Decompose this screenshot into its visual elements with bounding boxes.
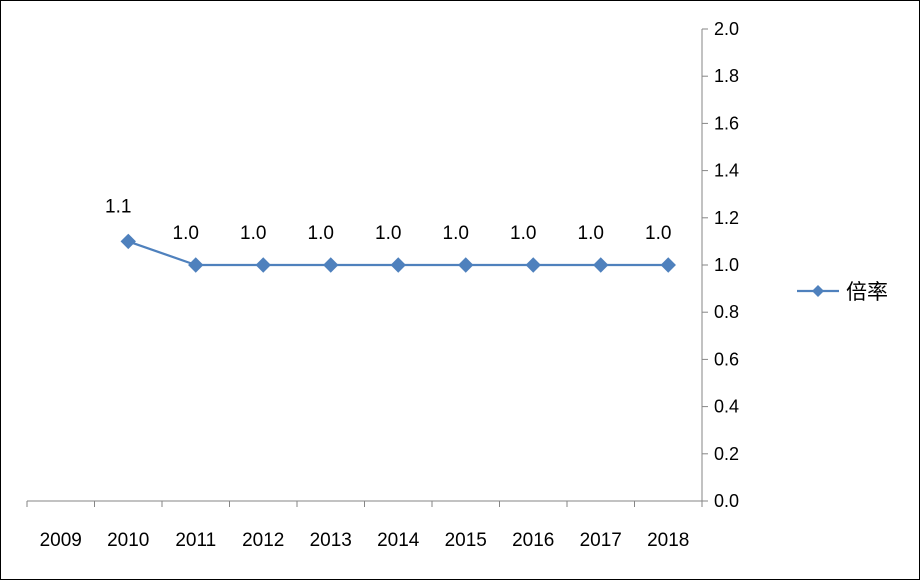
- data-label: 1.0: [645, 223, 671, 244]
- y-tick-label: 0.8: [714, 302, 739, 322]
- data-point-marker: [660, 257, 676, 273]
- y-tick-label: 1.8: [714, 66, 739, 86]
- x-tick-label: 2015: [445, 530, 487, 551]
- data-labels: 1.1 1.0 1.0 1.0 1.0 1.0 1.0 1.0 1.0: [105, 196, 671, 244]
- data-point-marker: [458, 257, 474, 273]
- legend-label: 倍率: [846, 281, 888, 304]
- data-point-marker: [255, 257, 271, 273]
- legend: 倍率: [797, 281, 888, 304]
- data-point-marker: [593, 257, 609, 273]
- data-point-marker: [188, 257, 204, 273]
- data-point-marker: [525, 257, 541, 273]
- data-label: 1.0: [443, 223, 469, 244]
- y-tick-label: 0.2: [714, 444, 739, 464]
- legend-marker: [812, 285, 824, 297]
- data-label: 1.0: [308, 223, 334, 244]
- data-label: 1.0: [240, 223, 266, 244]
- data-label: 1.0: [173, 223, 199, 244]
- data-label: 1.0: [510, 223, 536, 244]
- x-tick-label: 2010: [107, 530, 149, 551]
- y-tick-label: 1.0: [714, 255, 739, 275]
- data-label: 1.1: [105, 196, 131, 217]
- x-tick-label: 2012: [242, 530, 284, 551]
- data-label: 1.0: [578, 223, 604, 244]
- data-point-marker: [120, 233, 136, 250]
- series-lines: [127, 240, 669, 267]
- y-tick-label: 1.4: [714, 161, 739, 181]
- series-line-segment: [127, 240, 197, 267]
- x-tick-label: 2014: [377, 530, 420, 551]
- data-point-marker: [323, 257, 339, 273]
- x-tick-label: 2013: [310, 530, 352, 551]
- x-tick-label: 2011: [175, 530, 216, 551]
- y-tick-label: 1.6: [714, 113, 739, 133]
- x-tick-label: 2017: [580, 530, 622, 551]
- y-tick-label: 0.0: [714, 491, 739, 511]
- x-tick-label: 2009: [40, 530, 82, 551]
- y-tick-label: 0.6: [714, 349, 739, 369]
- x-tick-label: 2018: [647, 530, 689, 551]
- x-tick-label: 2016: [512, 530, 554, 551]
- y-axis-ticks: 0.0 0.2 0.4 0.6 0.8 1.0 1.2 1.4 1.6 1.8 2.0: [702, 19, 739, 511]
- y-tick-label: 2.0: [714, 19, 739, 39]
- data-point-marker: [390, 257, 406, 273]
- data-label: 1.0: [375, 223, 401, 244]
- series-points: [120, 233, 676, 273]
- x-axis-ticks: 2009 2010 2011 2012 2013 2014 2015 2016 2017 2018: [26, 501, 703, 551]
- y-tick-label: 1.2: [714, 208, 739, 228]
- y-tick-label: 0.4: [714, 397, 739, 417]
